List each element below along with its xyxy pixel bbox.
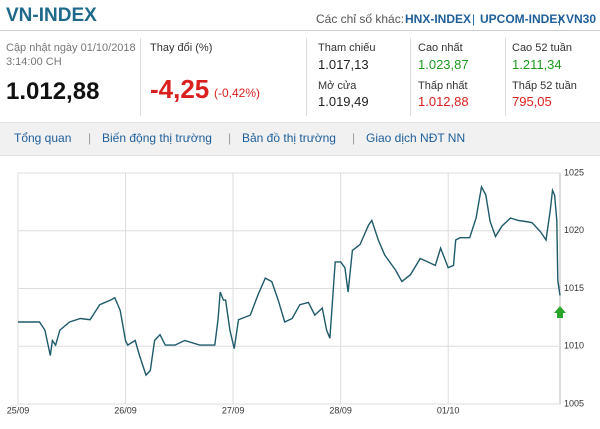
other-label: Các chỉ số khác: [316, 12, 405, 26]
y-tick-label: 1005 [564, 398, 584, 408]
stat-label: Cao nhất [418, 42, 463, 54]
update-time: 3:14:00 CH [6, 56, 62, 68]
change-percent: (-0,42%) [214, 86, 261, 100]
stat-label: Mở cửa [318, 80, 357, 92]
update-date: Cập nhật ngày 01/10/2018 [6, 42, 136, 54]
divider [306, 38, 307, 116]
tab[interactable]: Giao dịch NĐT NN [366, 131, 466, 145]
x-tick-label: 28/09 [329, 405, 352, 415]
separator: | [558, 12, 562, 26]
price-line [18, 184, 561, 377]
divider [0, 30, 600, 31]
stat-value: 1.023,87 [418, 57, 469, 72]
page-title: VN-INDEX [6, 5, 97, 26]
x-tick-label: 01/10 [437, 405, 460, 415]
separator: | [352, 131, 356, 145]
change-label: Thay đổi (%) [150, 42, 213, 54]
divider [140, 38, 141, 116]
x-tick-label: 25/09 [7, 405, 30, 415]
stat-label: Cao 52 tuần [512, 42, 572, 54]
x-tick-label: 26/09 [114, 405, 137, 415]
tab[interactable]: Biến động thị trường [102, 131, 212, 145]
y-tick-label: 1025 [564, 167, 584, 177]
stat-value: 1.017,13 [318, 57, 369, 72]
y-tick-label: 1020 [564, 225, 584, 235]
last-marker [554, 306, 566, 318]
index-link[interactable]: VN30 [566, 12, 597, 26]
stat-label: Thấp nhất [418, 80, 468, 92]
stat-label: Tham chiếu [318, 42, 376, 54]
y-tick-label: 1015 [564, 283, 584, 293]
divider [410, 38, 411, 116]
divider [505, 38, 506, 116]
stat-value: 1.019,49 [318, 94, 369, 109]
stat-label: Thấp 52 tuần [512, 80, 577, 92]
stat-value: 795,05 [512, 94, 552, 109]
change-value: -4,25 [150, 74, 210, 104]
stat-value: 1.012,88 [418, 94, 469, 109]
separator: | [88, 131, 92, 145]
stat-value: 1.211,34 [512, 57, 562, 72]
tab[interactable]: Bản đồ thị trường [242, 131, 336, 145]
index-link[interactable]: HNX-INDEX [405, 12, 472, 26]
tab[interactable]: Tổng quan [14, 131, 72, 145]
x-tick-label: 27/09 [222, 405, 245, 415]
index-link[interactable]: UPCOM-INDEX [480, 12, 566, 26]
separator: | [228, 131, 232, 145]
tab-bar [0, 122, 600, 156]
index-value: 1.012,88 [6, 78, 100, 105]
y-tick-label: 1010 [564, 341, 584, 351]
separator: | [472, 12, 476, 26]
